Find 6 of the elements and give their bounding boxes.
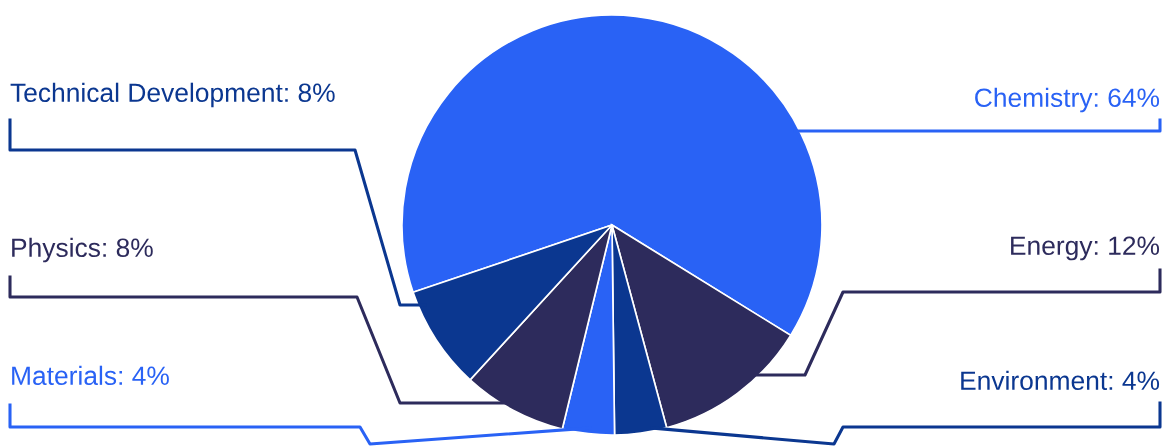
slice-label: Materials: 4% <box>12 365 169 386</box>
slice-label: Technical Development: 8% <box>10 82 335 108</box>
slice-label: Environment: 4% <box>961 370 1160 391</box>
slice-label: Chemistry: 64% <box>975 87 1160 113</box>
slice-label: Energy: 12% <box>1011 236 1160 261</box>
slice-label: Physics: 8% <box>12 237 153 263</box>
